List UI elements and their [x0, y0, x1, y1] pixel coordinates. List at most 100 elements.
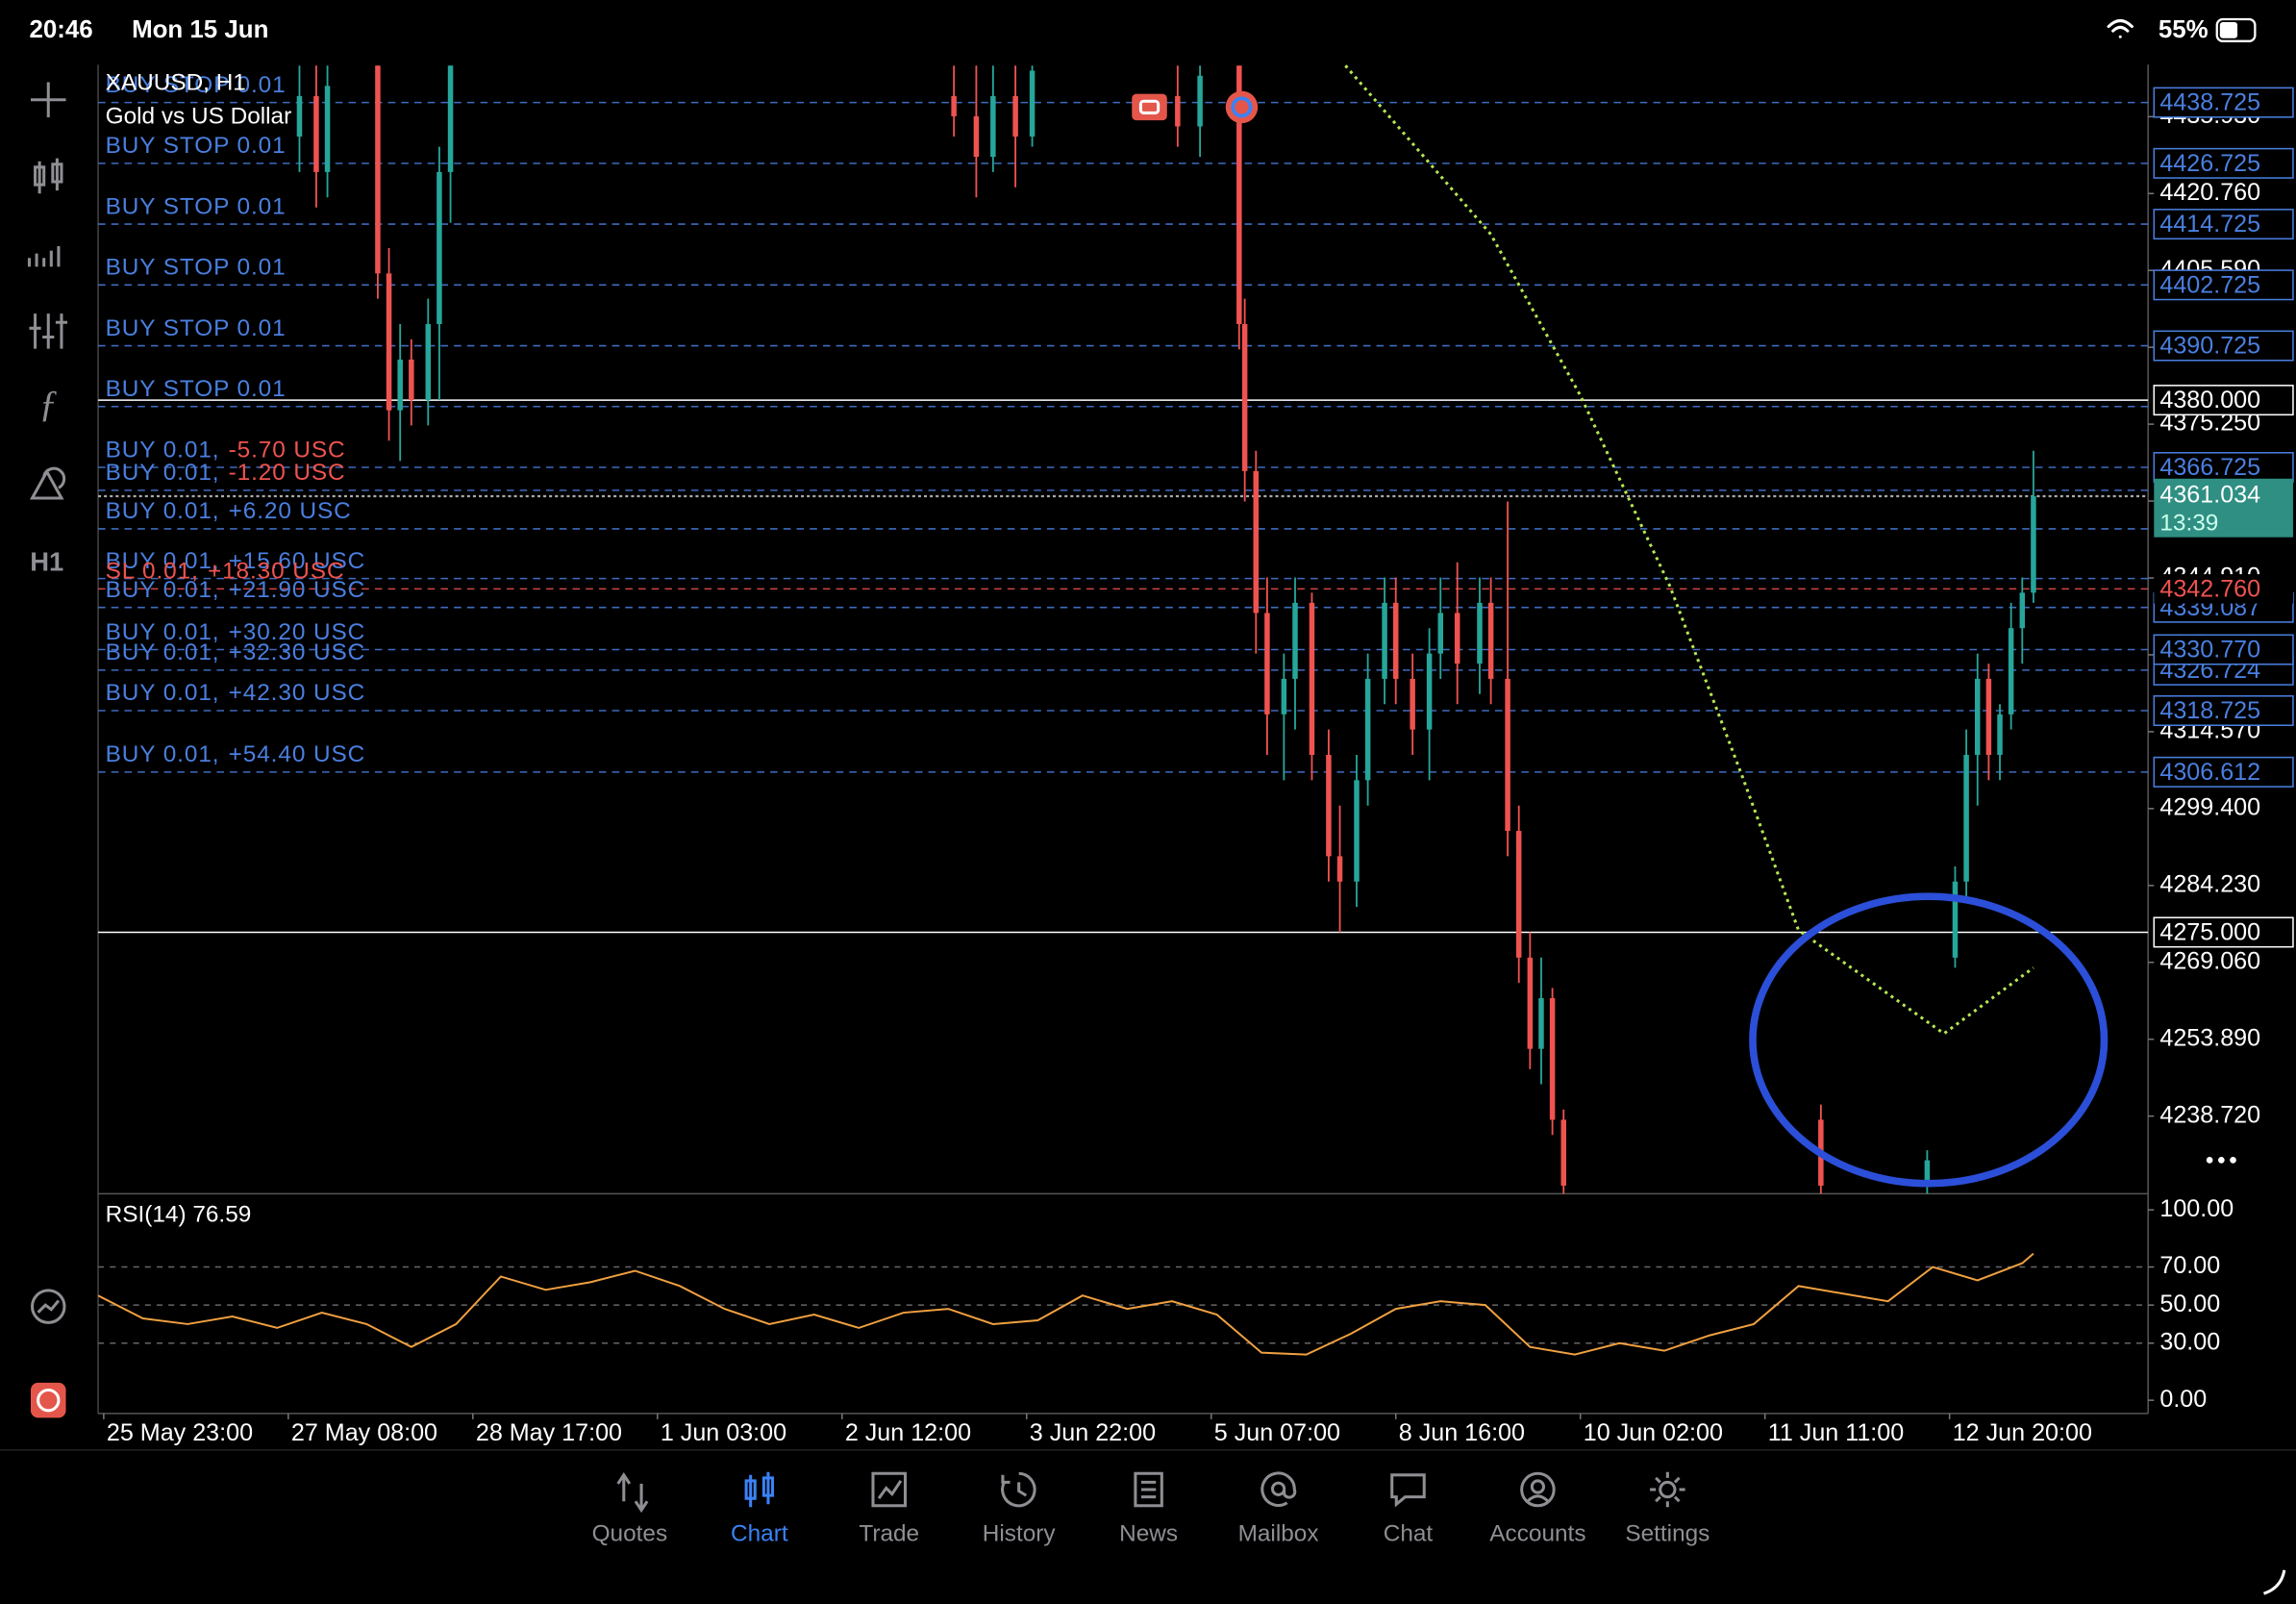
candle-body [1175, 95, 1181, 127]
candle-body [1354, 780, 1360, 882]
battery-percent: 55% [2159, 16, 2209, 43]
candle-body [1253, 470, 1260, 614]
more-button[interactable] [2206, 1157, 2236, 1164]
tab-label: Accounts [1489, 1521, 1585, 1547]
alert-marker[interactable] [1225, 90, 1259, 124]
order-pl: -5.70 USC [229, 438, 346, 464]
candle-body [1975, 678, 1981, 755]
price-tag [2153, 330, 2294, 362]
order-text: BUY 0.01, [106, 742, 220, 768]
tab[interactable]: Chat [1384, 1473, 1434, 1547]
order-pl: +21.90 USC [229, 577, 366, 603]
candle-body [1410, 678, 1415, 730]
level-tag-label: 4380.000 [2159, 387, 2260, 414]
tab[interactable]: History [983, 1471, 1057, 1547]
sl-tag [2154, 574, 2293, 604]
chart-type-tool[interactable] [34, 158, 63, 194]
order-label: BUY 0.01, +15.60 USC [106, 548, 365, 574]
indicators-tool[interactable] [29, 313, 68, 349]
order-label: BUY STOP 0.01 [106, 376, 287, 402]
order-label: BUY 0.01, +30.20 USC [106, 619, 365, 645]
candle-body [1336, 856, 1343, 882]
price-tag [2153, 452, 2294, 484]
candle-body [1281, 678, 1287, 714]
order-pl: -1.20 USC [229, 461, 346, 487]
price-tag-label: 4306.612 [2159, 759, 2260, 786]
tab-label: News [1119, 1521, 1178, 1547]
order-label: SL 0.01, +18.30 USC [106, 559, 345, 585]
level-tag [2153, 385, 2294, 416]
wifi-icon [2107, 18, 2134, 38]
order-label: BUY 0.01, +6.20 USC [106, 499, 352, 525]
tab[interactable]: Quotes [592, 1472, 668, 1547]
tab-icon [1390, 1473, 1426, 1508]
timeframe-button[interactable]: H1 [30, 547, 63, 577]
order-label: BUY STOP 0.01 [106, 72, 287, 98]
order-pl: +54.40 USC [229, 742, 366, 768]
order-text: BUY 0.01, [106, 640, 220, 666]
tab[interactable]: Settings [1625, 1471, 1710, 1547]
objects-tool[interactable] [29, 466, 66, 500]
candle-body [1197, 75, 1203, 127]
tab-bar: Quotes Chart Trade History News Mailbox Chat Ac… [592, 1471, 1710, 1547]
crosshair-tool[interactable] [30, 82, 66, 118]
status-date: Mon 15 Jun [132, 16, 268, 43]
tab[interactable]: Mailbox [1238, 1471, 1319, 1547]
tab-icon [1001, 1471, 1036, 1508]
trade-marker[interactable] [1132, 93, 1167, 121]
order-label: BUY 0.01, +21.90 USC [106, 577, 365, 603]
add-indicator-button[interactable] [30, 1382, 66, 1418]
price-tag-label: 4366.725 [2159, 454, 2260, 481]
candle-body [1924, 1160, 1931, 1186]
candle-body [1364, 678, 1371, 781]
candle-body [324, 86, 331, 172]
price-tag [2153, 209, 2294, 240]
analytics-tool[interactable] [30, 1289, 66, 1324]
tab-icon [1134, 1471, 1163, 1508]
order-text: BUY 0.01, [106, 461, 220, 487]
status-time: 20:46 [29, 16, 92, 43]
y-tick-label: 4284.230 [2159, 870, 2260, 897]
candle-body [1997, 714, 2003, 755]
order-pl: +32.30 USC [229, 640, 366, 666]
dot [2217, 1157, 2225, 1164]
tab[interactable]: Trade [859, 1471, 919, 1547]
candle-body [425, 324, 432, 401]
annotation-circle [1749, 892, 2109, 1188]
order-label: BUY 0.01, +42.30 USC [106, 681, 365, 707]
candle-body [1477, 602, 1483, 664]
rsi-tick-label: 100.00 [2159, 1195, 2234, 1222]
x-tick-label: 1 Jun 03:00 [661, 1419, 786, 1446]
order-pl: +6.20 USC [229, 499, 352, 525]
tab[interactable]: Chart [731, 1471, 788, 1547]
price-tag-label: 4414.725 [2159, 211, 2260, 238]
volume-tool[interactable] [27, 246, 61, 267]
order-label: BUY STOP 0.01 [106, 315, 287, 341]
x-tick-label: 10 Jun 02:00 [1584, 1419, 1723, 1446]
candle-body [1505, 678, 1510, 832]
candle-body [1985, 678, 1992, 755]
tab-icon [1260, 1471, 1297, 1507]
tab-label: Trade [859, 1521, 919, 1547]
trade-markers [1132, 90, 1259, 124]
y-tick-label: 4420.760 [2159, 179, 2260, 206]
candle-body [1952, 881, 1959, 958]
candle-body [1527, 957, 1534, 1049]
tab-label: Chat [1384, 1521, 1434, 1547]
tab[interactable]: Accounts [1489, 1471, 1586, 1547]
functions-tool[interactable]: ƒ [38, 383, 58, 425]
order-text: BUY 0.01, [106, 548, 220, 574]
candle-body [1029, 70, 1036, 138]
candle-body [2031, 496, 2036, 593]
candle-body [1538, 997, 1544, 1049]
candle-body [409, 359, 414, 401]
tab-icon [1520, 1471, 1556, 1508]
chart-overlay: BUY STOP 0.01 BUY STOP 0.01 BUY STOP 0.01 B… [106, 72, 365, 767]
symbol-description: Gold vs US Dollar [106, 103, 292, 129]
tab-icon [616, 1472, 649, 1514]
candle-body [313, 95, 319, 172]
tab[interactable]: News [1119, 1471, 1178, 1547]
price-tag [2153, 147, 2294, 179]
x-tick-label: 12 Jun 20:00 [1953, 1419, 2092, 1446]
dot [2230, 1157, 2236, 1164]
